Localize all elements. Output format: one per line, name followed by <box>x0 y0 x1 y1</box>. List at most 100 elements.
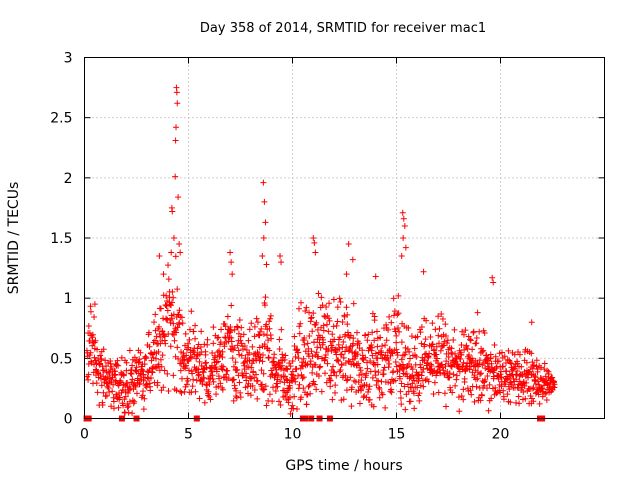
data-point <box>521 382 528 389</box>
data-point <box>398 401 405 408</box>
data-point <box>545 371 552 378</box>
data-point <box>368 341 375 348</box>
data-point <box>318 388 325 395</box>
data-point <box>300 374 307 381</box>
data-point <box>411 345 418 352</box>
data-point <box>159 328 166 335</box>
data-point <box>200 369 207 376</box>
data-point <box>219 354 226 361</box>
data-point <box>278 362 285 369</box>
data-point <box>476 361 483 368</box>
data-point <box>287 385 294 392</box>
data-point <box>261 341 268 348</box>
data-point <box>374 343 381 350</box>
data-point <box>466 366 473 373</box>
data-point <box>364 365 371 372</box>
data-point <box>388 319 395 326</box>
data-point <box>337 298 344 305</box>
peak-point <box>345 241 352 248</box>
data-point <box>125 409 132 416</box>
data-point <box>232 359 239 366</box>
data-point <box>331 369 338 376</box>
data-point <box>394 324 401 331</box>
data-point <box>368 347 375 354</box>
data-point <box>161 367 168 374</box>
data-point <box>234 366 241 373</box>
data-point <box>276 346 283 353</box>
data-point <box>404 381 411 388</box>
peak-point <box>400 235 407 241</box>
data-point <box>293 366 300 373</box>
data-point <box>343 304 350 311</box>
data-point <box>427 334 434 341</box>
data-point <box>235 347 242 354</box>
data-point <box>469 355 476 362</box>
data-point <box>219 386 226 393</box>
data-point <box>336 334 343 341</box>
data-point <box>474 375 481 382</box>
data-point <box>91 354 98 361</box>
data-point <box>273 380 280 387</box>
data-point <box>453 376 460 383</box>
data-point <box>314 326 321 333</box>
data-point <box>141 361 148 368</box>
data-point <box>159 352 166 359</box>
data-point <box>458 392 465 399</box>
data-point <box>420 366 427 373</box>
peak-point <box>160 271 167 278</box>
data-point <box>484 372 491 379</box>
data-point <box>444 368 451 375</box>
data-point <box>342 372 349 379</box>
data-point <box>199 378 206 385</box>
data-point <box>536 400 543 407</box>
data-point <box>152 363 159 370</box>
data-point <box>333 322 340 329</box>
peak-point <box>229 271 236 278</box>
data-point <box>194 345 201 352</box>
data-point <box>168 299 175 306</box>
data-point <box>301 334 308 341</box>
data-point <box>460 386 467 393</box>
data-point <box>500 396 507 403</box>
peak-point <box>312 249 319 256</box>
data-point <box>366 383 373 390</box>
data-point <box>179 375 186 382</box>
data-point <box>283 376 290 383</box>
data-point <box>421 357 428 364</box>
data-point <box>205 388 212 395</box>
data-point <box>407 355 414 362</box>
data-point <box>356 364 363 371</box>
data-point <box>254 395 261 402</box>
data-point <box>375 369 382 376</box>
peak-point <box>172 173 179 180</box>
x-tick-label: 5 <box>184 427 193 443</box>
data-point <box>296 305 303 312</box>
data-point <box>267 312 274 319</box>
x-axis-label: GPS time / hours <box>285 458 402 474</box>
data-point <box>385 326 392 333</box>
data-point <box>363 381 370 388</box>
data-point <box>313 349 320 356</box>
data-point <box>386 313 393 320</box>
data-point <box>350 300 357 307</box>
data-point <box>192 335 199 342</box>
data-point <box>287 410 294 417</box>
data-point <box>283 389 290 396</box>
data-point <box>133 364 140 371</box>
peak-point <box>174 100 181 107</box>
data-point <box>436 325 443 332</box>
peak-point <box>263 261 270 268</box>
data-point <box>484 385 491 392</box>
data-point <box>379 342 386 349</box>
data-point <box>323 303 330 310</box>
peak-point <box>260 179 267 186</box>
data-point <box>238 324 245 331</box>
data-point <box>518 363 525 370</box>
data-point <box>449 389 456 396</box>
data-point <box>495 358 502 365</box>
data-point <box>261 302 268 309</box>
data-point <box>428 363 435 370</box>
data-point <box>295 355 302 362</box>
data-point <box>523 359 530 366</box>
data-point <box>140 377 147 384</box>
